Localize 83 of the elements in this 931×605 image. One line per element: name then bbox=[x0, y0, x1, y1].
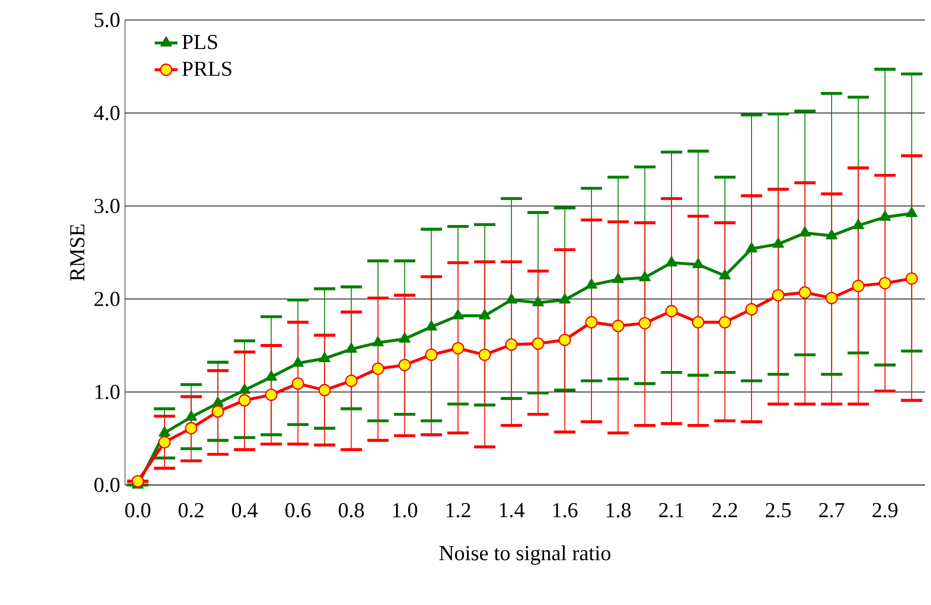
point bbox=[185, 410, 197, 421]
point bbox=[452, 309, 464, 320]
point bbox=[212, 405, 224, 418]
point bbox=[719, 269, 731, 280]
point bbox=[425, 348, 438, 361]
point bbox=[906, 206, 918, 218]
point bbox=[184, 422, 198, 434]
x-axis-title: Noise to signal ratio bbox=[439, 545, 610, 565]
point bbox=[238, 384, 250, 394]
point bbox=[558, 293, 571, 304]
point bbox=[745, 303, 758, 316]
point bbox=[639, 271, 651, 282]
point bbox=[746, 242, 758, 252]
x-tick-label: 1.6 bbox=[553, 503, 578, 518]
y-tick-label: 0.0 bbox=[94, 478, 120, 492]
point bbox=[345, 374, 358, 388]
x-tick-label: 0.0 bbox=[125, 503, 150, 518]
x-tick-label: 0.6 bbox=[285, 503, 311, 518]
point bbox=[238, 394, 251, 407]
point bbox=[318, 384, 331, 396]
point bbox=[372, 362, 384, 375]
point bbox=[158, 426, 170, 437]
point bbox=[666, 256, 678, 266]
y-tick-label: 4.0 bbox=[94, 106, 120, 120]
point bbox=[586, 278, 598, 289]
point bbox=[398, 358, 411, 372]
point bbox=[905, 272, 918, 285]
point bbox=[558, 334, 571, 346]
point bbox=[265, 388, 278, 401]
point bbox=[692, 316, 704, 328]
x-tick-label: 2.1 bbox=[659, 503, 684, 518]
y-tick-label: 2.0 bbox=[94, 292, 120, 306]
legend-label: PRLS bbox=[182, 62, 232, 76]
point bbox=[292, 356, 304, 367]
point bbox=[478, 309, 491, 320]
x-tick-label: 2.5 bbox=[766, 503, 791, 518]
point bbox=[879, 210, 891, 221]
point bbox=[132, 475, 144, 488]
point bbox=[612, 272, 624, 284]
point bbox=[452, 342, 464, 354]
point bbox=[318, 352, 330, 362]
point bbox=[372, 336, 384, 346]
x-tick-label: 1.4 bbox=[500, 503, 524, 518]
point bbox=[426, 320, 438, 330]
y-tick-label: 1.0 bbox=[96, 384, 120, 400]
x-tick-label: 2.9 bbox=[872, 503, 898, 518]
point bbox=[718, 316, 732, 328]
y-axis-title: RMSE bbox=[70, 224, 84, 281]
point bbox=[826, 229, 838, 240]
point bbox=[265, 370, 278, 381]
y-tick-label: 3.0 bbox=[94, 198, 120, 214]
point bbox=[638, 316, 652, 330]
point bbox=[532, 337, 544, 350]
point bbox=[612, 320, 624, 332]
y-tick-label: 5.0 bbox=[94, 12, 120, 28]
point bbox=[772, 289, 784, 302]
point bbox=[852, 218, 864, 230]
legend-label: PLS bbox=[182, 34, 218, 50]
point bbox=[398, 332, 410, 343]
point bbox=[799, 226, 811, 237]
point bbox=[532, 296, 544, 306]
x-tick-label: 1.0 bbox=[393, 503, 418, 518]
x-tick-label: 0.4 bbox=[232, 503, 258, 518]
point bbox=[505, 338, 518, 351]
point bbox=[825, 292, 838, 304]
point bbox=[158, 436, 171, 448]
point bbox=[585, 316, 598, 328]
x-tick-label: 1.2 bbox=[446, 503, 470, 518]
x-tick-label: 2.2 bbox=[712, 503, 738, 518]
point bbox=[292, 377, 304, 390]
x-tick-label: 2.7 bbox=[819, 503, 844, 518]
point bbox=[878, 276, 892, 290]
point bbox=[692, 258, 704, 268]
point bbox=[345, 342, 358, 353]
point bbox=[665, 304, 678, 318]
point bbox=[506, 293, 518, 304]
x-tick-label: 0.2 bbox=[178, 503, 204, 518]
point bbox=[852, 280, 864, 292]
point bbox=[798, 286, 812, 299]
point bbox=[478, 348, 491, 361]
x-tick-label: 1.8 bbox=[606, 503, 631, 518]
x-tick-label: 0.8 bbox=[338, 503, 364, 518]
point bbox=[772, 238, 784, 248]
